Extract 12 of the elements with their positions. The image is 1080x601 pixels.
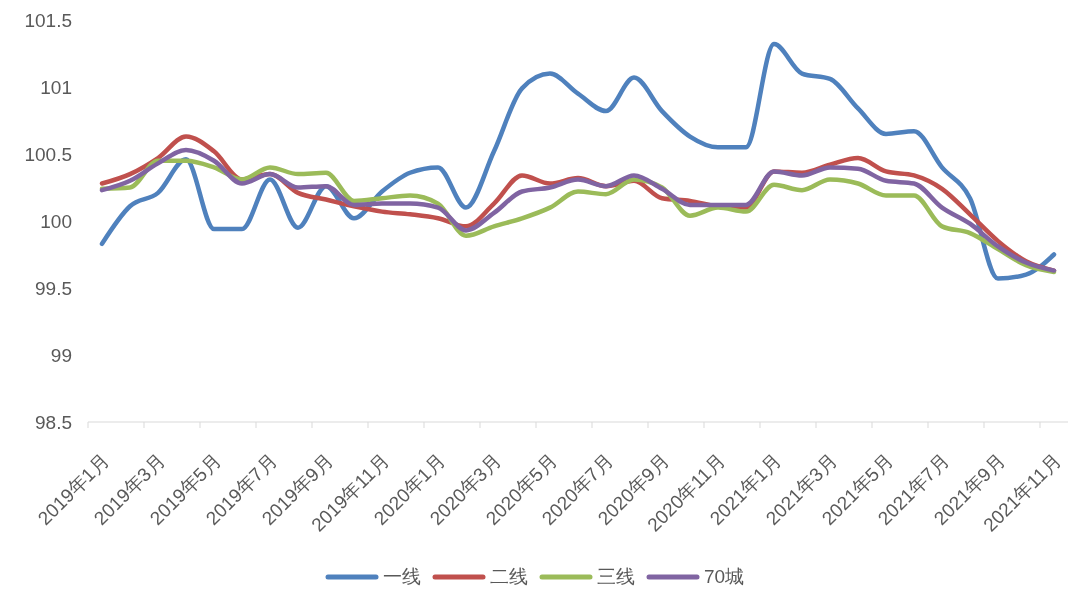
line-series bbox=[99, 41, 1057, 281]
y-tick-label: 100 bbox=[40, 210, 72, 232]
y-tick-label: 99.5 bbox=[35, 277, 72, 299]
y-tick-label: 100.5 bbox=[24, 143, 72, 165]
y-tick-label: 101 bbox=[40, 76, 72, 98]
y-tick-label: 101.5 bbox=[24, 9, 72, 31]
legend-label: 一线 bbox=[382, 565, 421, 589]
legend-label: 二线 bbox=[489, 565, 528, 589]
y-tick-label: 98.5 bbox=[35, 411, 72, 433]
legend-label: 70城 bbox=[703, 565, 745, 589]
legend-label: 三线 bbox=[596, 565, 635, 589]
y-tick-label: 99 bbox=[50, 344, 72, 366]
